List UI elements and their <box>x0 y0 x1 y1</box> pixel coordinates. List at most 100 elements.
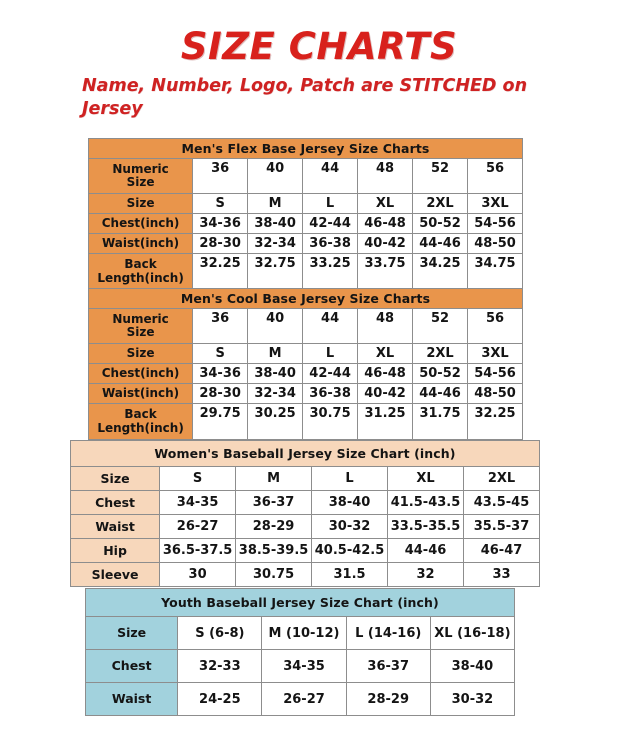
row-label-line2: Length(inch) <box>97 270 184 285</box>
table-row: Size S M L XL 2XL 3XL <box>87 193 523 214</box>
table-row: Waist 26-27 28-29 30-32 33.5-35.5 35.5-37 <box>69 514 541 539</box>
table-cell: 44 <box>302 308 359 344</box>
table-cell: 34.25 <box>412 253 468 290</box>
table-cell: 44-46 <box>387 538 464 563</box>
table-cell: 30.25 <box>247 403 304 440</box>
table-cell: 42-44 <box>302 213 359 234</box>
table-cell: 36.5-37.5 <box>159 538 237 563</box>
size-chart-table: Women's Baseball Jersey Size Chart (inch… <box>69 440 541 587</box>
table-cell: 50-52 <box>412 213 468 234</box>
table-cell: 33.75 <box>357 253 414 290</box>
table-cell: 46-48 <box>357 213 414 234</box>
table-cell: 30.75 <box>302 403 359 440</box>
table-cell: 32-33 <box>177 649 263 683</box>
row-label-line2: Length(inch) <box>97 420 184 435</box>
chart-title: Youth Baseball Jersey Size Chart (inch) <box>85 588 515 617</box>
table-cell: 36-38 <box>302 383 359 404</box>
row-label: Numeric Size <box>87 158 194 194</box>
table-cell: 31.25 <box>357 403 414 440</box>
table-cell: 40 <box>247 308 304 344</box>
chart-title: Men's Flex Base Jersey Size Charts <box>88 138 523 159</box>
table-cell: 40-42 <box>357 383 414 404</box>
table-row: Size S M L XL 2XL <box>69 466 541 491</box>
table-cell: 40-42 <box>357 233 414 254</box>
chart-title-row: Women's Baseball Jersey Size Chart (inch… <box>70 440 540 467</box>
row-label-line2: Size <box>126 175 155 189</box>
table-row: Chest 32-33 34-35 36-37 38-40 <box>84 649 516 683</box>
table-cell: 38-40 <box>247 363 304 384</box>
table-cell: XL <box>387 466 464 491</box>
table-cell: 48-50 <box>467 233 523 254</box>
row-label: Size <box>84 616 179 650</box>
table-cell: S <box>192 343 249 364</box>
page-subtitle: Name, Number, Logo, Patch are STITCHED o… <box>82 76 528 120</box>
table-cell: 24-25 <box>177 682 263 716</box>
table-cell: 44-46 <box>412 233 468 254</box>
table-cell: 50-52 <box>412 363 468 384</box>
row-label: Numeric Size <box>87 308 194 344</box>
table-cell: 32.25 <box>467 403 523 440</box>
row-label: Hip <box>69 538 161 563</box>
page-heading: SIZE CHARTS Name, Number, Logo, Patch ar… <box>0 0 638 121</box>
table-cell: 34-36 <box>192 213 249 234</box>
table-row: Waist(inch) 28-30 32-34 36-38 40-42 44-46 48-5… <box>87 383 523 404</box>
chart-title: Men's Cool Base Jersey Size Charts <box>88 288 523 309</box>
table-row: Waist(inch) 28-30 32-34 36-38 40-42 44-46 48-5… <box>87 233 523 254</box>
row-label: Chest(inch) <box>87 213 194 234</box>
table-cell: 2XL <box>412 193 468 214</box>
table-row: Numeric Size 36 40 44 48 52 56 <box>87 158 523 194</box>
row-label-line1: Back <box>124 257 157 272</box>
table-cell: 36-37 <box>345 649 431 683</box>
table-cell: 30-32 <box>429 682 516 716</box>
table-row: Size S (6-8) M (10-12) L (14-16) XL (16-18) <box>84 616 516 650</box>
table-cell: 32-34 <box>247 383 304 404</box>
size-chart-table: Youth Baseball Jersey Size Chart (inch) S… <box>84 588 516 716</box>
table-cell: 32.25 <box>192 253 249 290</box>
row-label: Waist <box>69 514 161 539</box>
row-label-line2: Size <box>126 325 155 339</box>
table-cell: L <box>302 343 359 364</box>
table-cell: 38-40 <box>311 490 389 515</box>
row-label: Chest(inch) <box>87 363 194 384</box>
table-cell: 26-27 <box>261 682 347 716</box>
size-chart-table: Men's Flex Base Jersey Size Charts Numeri… <box>87 138 523 290</box>
table-cell: 43.5-45 <box>462 490 541 515</box>
table-cell: 32 <box>387 562 464 587</box>
table-cell: 38.5-39.5 <box>235 538 313 563</box>
chart-mens-flex-base: Men's Flex Base Jersey Size Charts Numeri… <box>87 138 523 290</box>
table-row: Waist 24-25 26-27 28-29 30-32 <box>84 682 516 716</box>
table-cell: 36-38 <box>302 233 359 254</box>
table-cell: 28-29 <box>235 514 313 539</box>
table-cell: XL (16-18) <box>429 616 516 650</box>
table-cell: S (6-8) <box>177 616 263 650</box>
table-cell: 36-37 <box>235 490 313 515</box>
table-cell: 33 <box>462 562 541 587</box>
table-cell: 34-36 <box>192 363 249 384</box>
table-cell: 54-56 <box>467 363 523 384</box>
row-label-line1: Numeric <box>112 161 169 176</box>
chart-title-row: Men's Flex Base Jersey Size Charts <box>88 138 523 159</box>
page-title: SIZE CHARTS <box>180 25 458 68</box>
table-cell: 3XL <box>467 343 523 364</box>
table-cell: 36 <box>192 158 249 194</box>
table-cell: 28-30 <box>192 233 249 254</box>
table-cell: 42-44 <box>302 363 359 384</box>
table-cell: 48 <box>357 158 414 194</box>
table-cell: 29.75 <box>192 403 249 440</box>
table-cell: L (14-16) <box>345 616 431 650</box>
table-cell: 31.75 <box>412 403 468 440</box>
table-cell: 30.75 <box>235 562 313 587</box>
table-cell: 2XL <box>462 466 541 491</box>
row-label: Chest <box>84 649 179 683</box>
table-cell: 3XL <box>467 193 523 214</box>
table-cell: 2XL <box>412 343 468 364</box>
table-cell: 38-40 <box>247 213 304 234</box>
table-cell: M (10-12) <box>261 616 347 650</box>
row-label: Waist <box>84 682 179 716</box>
table-cell: 48 <box>357 308 414 344</box>
table-row: Hip 36.5-37.5 38.5-39.5 40.5-42.5 44-46 46-47 <box>69 538 541 563</box>
table-cell: 54-56 <box>467 213 523 234</box>
table-cell: 33.5-35.5 <box>387 514 464 539</box>
row-label: Chest <box>69 490 161 515</box>
table-cell: S <box>159 466 237 491</box>
